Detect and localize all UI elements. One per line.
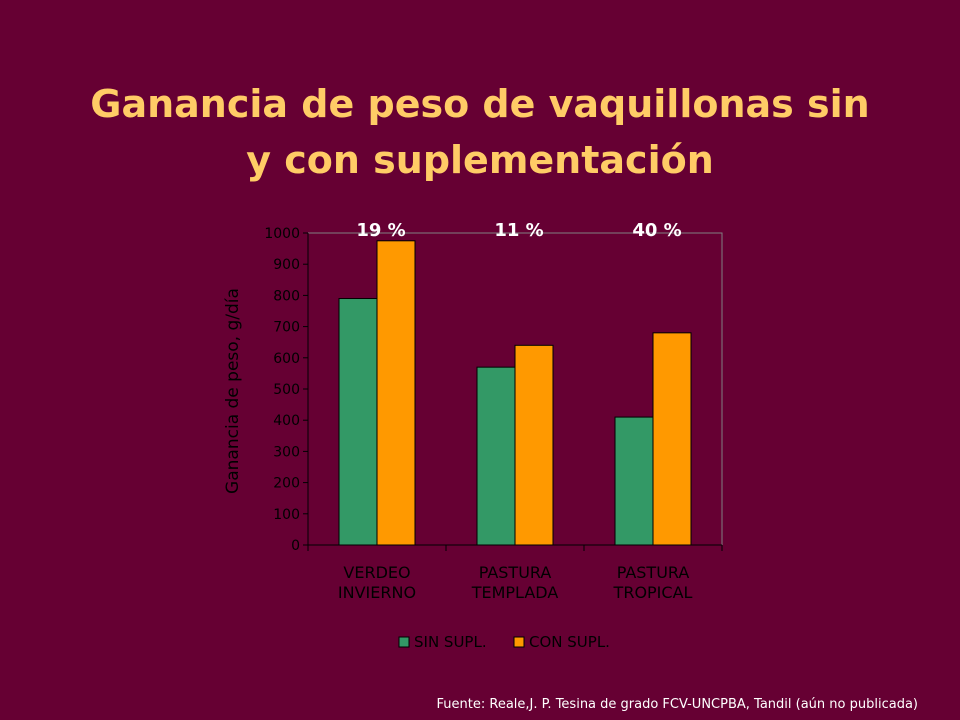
legend-swatch <box>513 636 525 648</box>
bar <box>514 344 554 546</box>
x-tick-label: TROPICAL <box>613 583 693 602</box>
y-tick-label: 700 <box>273 320 300 336</box>
y-tick-label: 300 <box>273 444 300 460</box>
bar-annotation: 19 % <box>356 220 405 241</box>
y-tick-label: 800 <box>273 288 300 304</box>
y-tick-label: 600 <box>273 351 300 367</box>
y-tick-label: 200 <box>273 476 300 492</box>
y-tick-label: 1000 <box>264 226 300 242</box>
x-tick-label: PASTURA <box>479 563 552 582</box>
slide-title-line-1: Ganancia de peso de vaquillonas sin <box>90 82 870 126</box>
bar-annotation: 40 % <box>632 220 681 241</box>
slide-title-line-2: y con suplementación <box>246 138 714 182</box>
x-tick-label: TEMPLADA <box>471 583 559 602</box>
bar <box>614 416 654 546</box>
x-tick-label: PASTURA <box>617 563 690 582</box>
x-tick-label: INVIERNO <box>338 583 416 602</box>
y-tick-label: 100 <box>273 507 300 523</box>
bar <box>376 240 416 546</box>
bar <box>476 366 516 546</box>
slide-title: Ganancia de peso de vaquillonas sin y co… <box>0 76 960 188</box>
y-tick-label: 0 <box>291 538 300 554</box>
y-tick-label: 900 <box>273 257 300 273</box>
y-axis-label: Ganancia de peso, g/día <box>223 288 243 494</box>
bar <box>338 298 378 546</box>
legend-label: CON SUPL. <box>529 633 610 651</box>
legend-swatch <box>398 636 410 648</box>
y-tick-label: 400 <box>273 413 300 429</box>
bar <box>652 332 692 546</box>
y-tick-label: 500 <box>273 382 300 398</box>
legend-label: SIN SUPL. <box>414 633 487 651</box>
source-note: Fuente: Reale,J. P. Tesina de grado FCV-… <box>436 697 918 712</box>
bar-annotation: 11 % <box>494 220 543 241</box>
x-tick-label: VERDEO <box>343 563 410 582</box>
